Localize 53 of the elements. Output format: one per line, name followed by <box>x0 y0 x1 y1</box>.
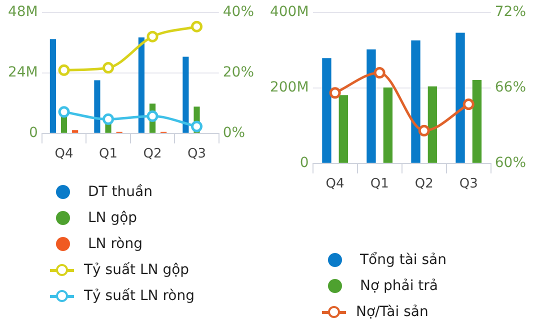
legend-label: Nợ phải trả <box>360 278 438 294</box>
y2-tick-label: 66% <box>494 80 526 96</box>
legend-label: Tỷ suất LN ròng <box>84 288 194 304</box>
legend-label: Tổng tài sản <box>360 252 446 268</box>
x-tick-label: Q3 <box>459 176 478 192</box>
bar <box>72 130 78 133</box>
point <box>462 98 474 110</box>
x-tick-label: Q1 <box>99 146 118 162</box>
y-tick-label: 24M <box>8 64 38 81</box>
y2-tick-label: 72% <box>494 4 526 20</box>
x-tick-label: Q3 <box>188 146 206 162</box>
point <box>102 113 114 125</box>
bar <box>383 88 393 163</box>
bar <box>456 32 465 163</box>
legend-label: LN ròng <box>88 236 142 252</box>
y-tick-label: 0 <box>28 125 38 142</box>
bar <box>472 80 482 163</box>
y-tick-label: 0 <box>300 155 309 172</box>
y2-tick-label: 0% <box>222 125 246 142</box>
point <box>418 124 430 136</box>
bar <box>338 95 348 163</box>
y2-tick-label: 60% <box>494 155 526 172</box>
x-tick-label: Q1 <box>370 176 389 192</box>
bar <box>428 86 438 163</box>
x-tick-label: Q2 <box>143 146 162 162</box>
y-tick-label: 200M <box>270 80 309 96</box>
y-tick-label: 400M <box>270 4 309 20</box>
point <box>191 20 203 32</box>
bar <box>411 40 420 163</box>
bar <box>138 37 144 133</box>
y-tick-label: 48M <box>8 4 38 20</box>
point <box>58 64 70 76</box>
point <box>329 87 341 99</box>
bar <box>322 58 332 163</box>
legend-label: Tỷ suất LN gộp <box>84 262 190 278</box>
point <box>191 120 203 132</box>
bar <box>366 49 376 163</box>
point <box>146 110 158 122</box>
point <box>102 62 114 74</box>
bar <box>182 56 189 133</box>
legend-label: LN gộp <box>88 210 138 226</box>
x-tick-label: Q4 <box>326 176 344 192</box>
point <box>146 30 158 42</box>
y2-tick-label: 40% <box>222 4 254 20</box>
x-tick-label: Q2 <box>414 176 434 192</box>
y2-tick-label: 20% <box>222 64 254 81</box>
point <box>374 67 386 79</box>
bar <box>50 39 56 133</box>
legend-label: Nợ/Tài sản <box>356 304 428 320</box>
legend-label: DT thuần <box>88 184 152 200</box>
x-tick-label: Q4 <box>54 146 74 162</box>
bar <box>94 80 100 133</box>
point <box>58 106 70 118</box>
